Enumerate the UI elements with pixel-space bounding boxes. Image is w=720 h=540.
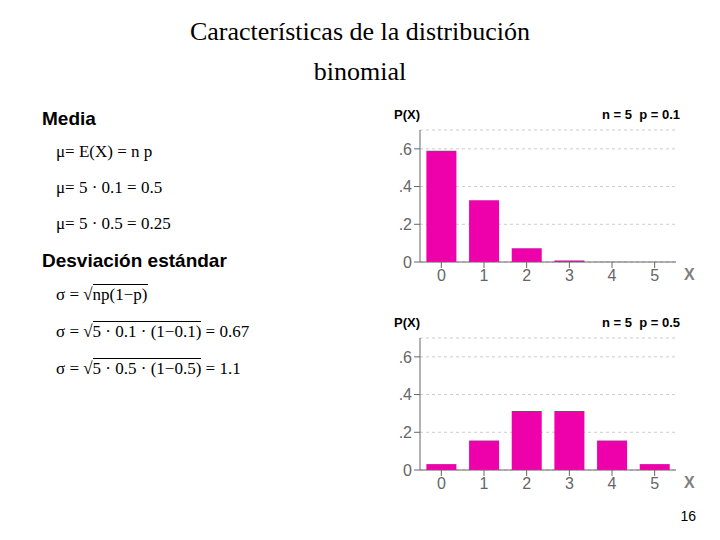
svg-text:3: 3 bbox=[565, 475, 574, 492]
html-text:Desviación estándar: Desviación estándar bbox=[42, 250, 227, 271]
svg-text:X: X bbox=[684, 474, 695, 491]
html-text:P(X): P(X) bbox=[394, 315, 420, 330]
svg-text:X: X bbox=[684, 266, 695, 283]
html-text:μ= 5 · 0.5 = 0.25: μ= 5 · 0.5 = 0.25 bbox=[56, 214, 171, 233]
svg-text:2: 2 bbox=[522, 267, 531, 284]
svg-text:.4: .4 bbox=[399, 178, 412, 195]
svg-text:.4: .4 bbox=[399, 386, 412, 403]
svg-text:.2: .2 bbox=[399, 424, 412, 441]
svg-text:2: 2 bbox=[522, 475, 531, 492]
html-text:μ= 5 · 0.1 = 0.5: μ= 5 · 0.1 = 0.5 bbox=[56, 178, 163, 197]
svg-text:5: 5 bbox=[650, 267, 659, 284]
html-text:σ = √ 5 · 0.5 · (1−0.5) = 1.1: σ = √ 5 · 0.5 · (1−0.5) = 1.1 bbox=[56, 359, 241, 378]
html-text:n = 5 p = 0.1: n = 5 p = 0.1 bbox=[602, 107, 680, 122]
svg-text:4: 4 bbox=[608, 475, 617, 492]
html-text:μ= E(X) = n p: μ= E(X) = n p bbox=[56, 142, 153, 161]
svg-text:0: 0 bbox=[437, 475, 446, 492]
html-text:n = 5 p = 0.5: n = 5 p = 0.5 bbox=[602, 315, 680, 330]
html-text:Media: Media bbox=[42, 108, 96, 129]
svg-text:0: 0 bbox=[403, 254, 412, 271]
html-text:P(X): P(X) bbox=[394, 107, 420, 122]
html-text:σ = √ np(1−p): σ = √ np(1−p) bbox=[56, 285, 148, 304]
html-text:Características de la distribu: Características de la distribución bbox=[190, 17, 530, 46]
svg-text:1: 1 bbox=[480, 475, 489, 492]
html-text:16: 16 bbox=[680, 508, 696, 524]
svg-text:.6: .6 bbox=[399, 349, 412, 366]
svg-text:1: 1 bbox=[480, 267, 489, 284]
svg-text:0: 0 bbox=[403, 462, 412, 479]
html-text:σ = √ 5 · 0.1 · (1−0.1) = 0.67: σ = √ 5 · 0.1 · (1−0.1) = 0.67 bbox=[56, 322, 250, 341]
svg-text:5: 5 bbox=[650, 475, 659, 492]
svg-text:0: 0 bbox=[437, 267, 446, 284]
svg-text:.6: .6 bbox=[399, 141, 412, 158]
svg-text:4: 4 bbox=[608, 267, 617, 284]
html-text:binomial: binomial bbox=[313, 57, 407, 86]
svg-text:3: 3 bbox=[565, 267, 574, 284]
svg-text:.2: .2 bbox=[399, 216, 412, 233]
